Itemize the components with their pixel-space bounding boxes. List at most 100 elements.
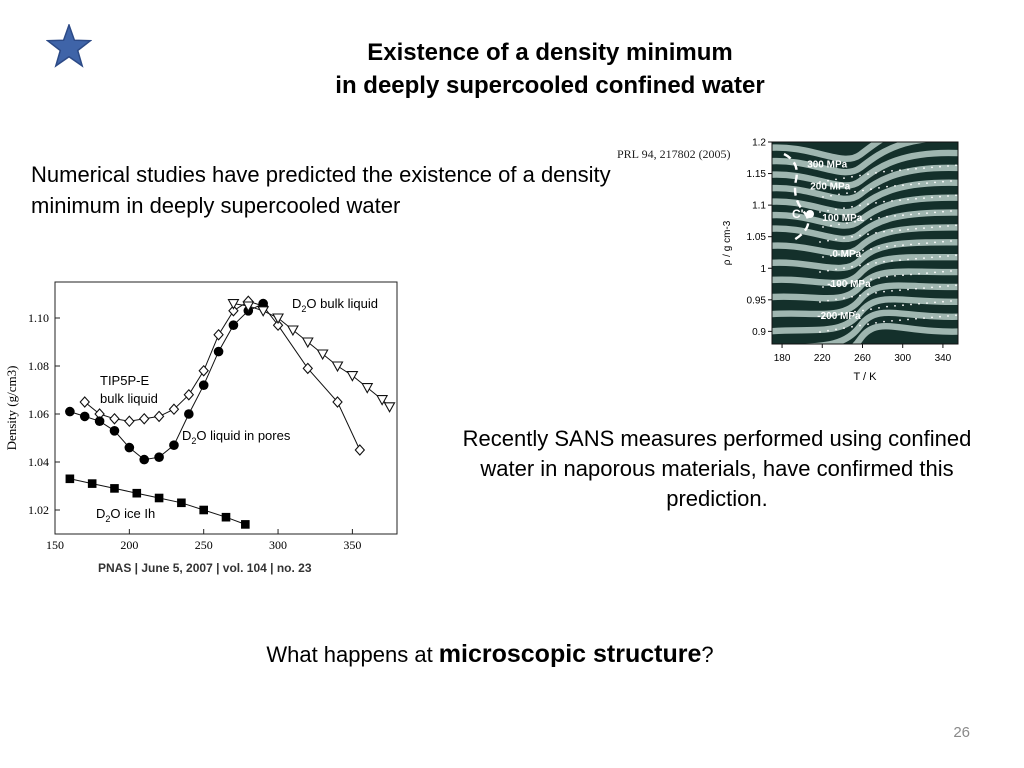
page-number: 26: [953, 724, 970, 741]
grid-dot: [843, 237, 845, 239]
grid-dot: [859, 294, 861, 297]
label-d2o-ice: D2O ice Ih: [96, 506, 155, 524]
x-tick-label: 220: [814, 353, 831, 364]
grid-dot: [955, 314, 957, 317]
grid-dot: [870, 188, 872, 191]
grid-dot: [875, 292, 877, 294]
grid-dot: [854, 310, 856, 313]
grid-dot: [931, 256, 933, 259]
pressure-label: 0 MPa: [832, 249, 861, 260]
grid-dot: [867, 323, 869, 326]
grid-dot: [854, 190, 856, 193]
grid-dot: [819, 211, 821, 213]
grid-dot: [931, 226, 933, 229]
grid-dot: [886, 215, 888, 218]
grid-dot: [867, 173, 869, 176]
grid-dot: [926, 272, 928, 274]
grid-dot: [875, 322, 877, 324]
grid-dot: [923, 197, 925, 199]
grid-dot: [830, 194, 832, 197]
y-tick-label: 1.2: [752, 138, 766, 149]
data-point: [257, 306, 270, 317]
y-tick-label: 1.08: [28, 359, 49, 373]
contour-band: [772, 253, 958, 287]
grid-dot: [822, 196, 824, 198]
y-tick-label: 1.06: [28, 407, 49, 421]
grid-dot: [915, 227, 917, 230]
y-axis-label: Density (g/cm3): [4, 366, 19, 451]
sans-measures-text: Recently SANS measures performed using c…: [462, 426, 972, 511]
label-d2o-bulk: D2O bulk liquid: [292, 296, 378, 314]
grid-dot: [939, 285, 941, 288]
grid-dot: [859, 264, 861, 267]
y-tick-label: 1.02: [28, 503, 49, 517]
grid-dot: [939, 255, 941, 258]
grid-dot: [931, 286, 933, 289]
grid-dot: [910, 273, 912, 276]
data-point: [110, 484, 119, 493]
contour-band: [772, 268, 958, 302]
grid-dot: [859, 174, 861, 177]
grid-dot: [950, 270, 952, 272]
grid-dot: [846, 252, 848, 254]
x-tick-label: 350: [343, 538, 361, 552]
grid-dot: [846, 312, 848, 314]
question-text: What happens at microscopic structure?: [0, 640, 980, 669]
grid-dot: [870, 248, 872, 251]
grid-dot: [822, 286, 824, 288]
grid-dot: [867, 233, 869, 236]
grid-dot: [923, 317, 925, 319]
grid-dot: [883, 230, 885, 233]
data-point: [361, 383, 374, 394]
question-prefix: What happens at: [266, 642, 439, 667]
grid-dot: [939, 165, 941, 168]
grid-dot: [883, 290, 885, 293]
grid-dot: [843, 327, 845, 329]
grid-dot: [899, 169, 901, 172]
grid-dot: [851, 235, 853, 238]
grid-dot: [835, 238, 837, 241]
grid-dot: [918, 182, 920, 185]
grid-dot: [915, 197, 917, 200]
data-point: [354, 444, 366, 456]
grid-dot: [851, 295, 853, 298]
grid-dot: [830, 314, 832, 317]
grid-dot: [862, 309, 864, 312]
plot-frame: [54, 281, 398, 535]
pressure-label: 300 MPa: [807, 159, 847, 170]
contour-chart: PRL 94, 217802 (2005) 180 220 260 300 340 0.9…: [617, 138, 959, 383]
question-suffix: ?: [701, 642, 714, 667]
grid-dot: [926, 212, 928, 214]
x-tick-label: 340: [935, 353, 952, 364]
contour-band: [772, 282, 958, 318]
contour-band: [851, 323, 958, 344]
data-point: [213, 328, 224, 341]
grid-dot: [891, 170, 893, 172]
grid-dot: [902, 184, 904, 187]
grid-dot: [859, 234, 861, 237]
grid-dot: [859, 324, 861, 327]
grid-dot: [915, 317, 917, 320]
grid-dot: [947, 315, 949, 317]
grid-dot: [891, 230, 893, 232]
grid-dot: [907, 168, 909, 171]
grid-dot: [838, 253, 840, 256]
grid-dot: [886, 275, 888, 278]
grid-dot: [934, 271, 936, 274]
grid-dot: [878, 187, 880, 189]
data-point: [301, 337, 314, 349]
grid-dot: [827, 329, 829, 332]
grid-dot: [955, 284, 957, 287]
contour-band: [772, 296, 958, 335]
prl-citation: PRL 94, 217802 (2005): [617, 147, 731, 161]
data-point: [316, 349, 329, 361]
contour-band: [772, 239, 958, 272]
grid-dot: [870, 218, 872, 221]
grid-dot: [891, 290, 893, 292]
data-point: [153, 410, 165, 423]
data-point: [109, 412, 120, 425]
grid-dot: [907, 198, 909, 201]
density-chart: 150 200 250 300 350 1.02 1.04 1.06 1.08 1.10 Dens…: [4, 281, 398, 575]
grid-dot: [950, 210, 952, 212]
data-point: [183, 388, 195, 401]
